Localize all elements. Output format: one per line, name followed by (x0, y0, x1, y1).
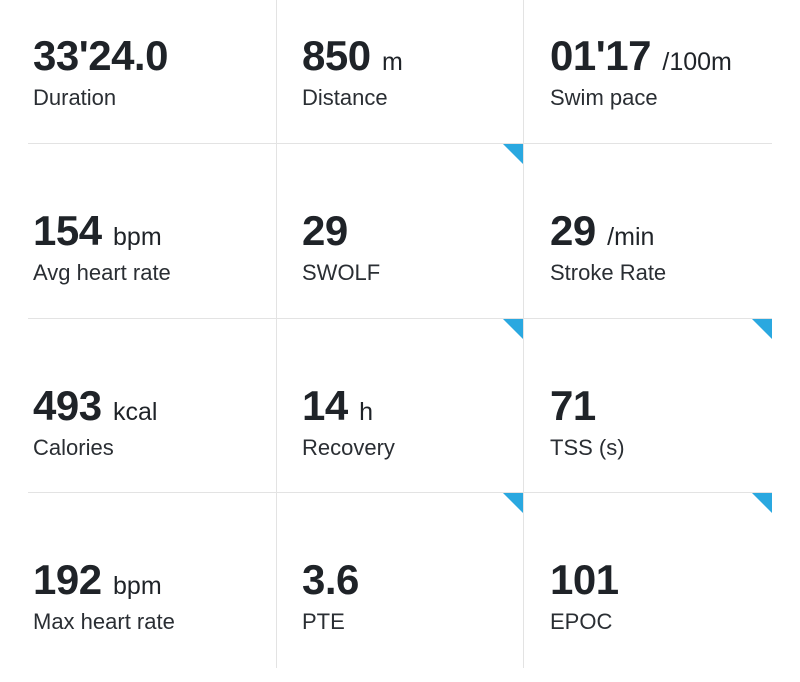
metric-unit: /min (607, 223, 655, 251)
row-divider (28, 318, 276, 319)
metric-label: SWOLF (302, 260, 381, 285)
metric-card-tss[interactable]: 71 TSS (s) (550, 319, 790, 492)
metric-value: 71 (550, 382, 596, 429)
metric-label: PTE (302, 609, 345, 634)
metric-card-epoc[interactable]: 101 EPOC (550, 493, 790, 668)
metric-label: Calories (33, 435, 114, 460)
metric-label: TSS (s) (550, 435, 625, 460)
metric-card-recovery[interactable]: 14 h Recovery (302, 319, 522, 492)
metric-label: Distance (302, 85, 388, 110)
info-corner-icon[interactable] (752, 319, 772, 339)
metric-card-swolf[interactable]: 29 SWOLF (302, 144, 522, 318)
row-divider (277, 143, 523, 144)
row-divider (28, 492, 276, 493)
metric-label: Avg heart rate (33, 260, 171, 285)
metric-unit: h (359, 398, 374, 426)
metric-card-duration[interactable]: 33'24.0 Duration (33, 0, 273, 143)
metric-card-distance[interactable]: 850 m Distance (302, 0, 522, 143)
row-divider (524, 492, 772, 493)
info-corner-icon[interactable] (503, 319, 523, 339)
row-divider (28, 143, 276, 144)
metric-card-swim-pace[interactable]: 01'17 /100m Swim pace (550, 0, 790, 143)
metric-value: 493 (33, 382, 102, 429)
row-divider (524, 143, 772, 144)
metric-unit: bpm (113, 572, 162, 600)
metric-value: 3.6 (302, 556, 359, 603)
metric-value: 192 (33, 556, 102, 603)
column-divider (523, 0, 524, 668)
metric-card-avg-heart-rate[interactable]: 154 bpm Avg heart rate (33, 144, 273, 318)
metric-label: Recovery (302, 435, 395, 460)
metric-value: 33'24.0 (33, 32, 168, 79)
metric-value: 14 (302, 382, 348, 429)
info-corner-icon[interactable] (503, 493, 523, 513)
metric-value: 29 (550, 207, 596, 254)
row-divider (524, 318, 772, 319)
metric-unit: /100m (662, 48, 732, 76)
metric-value: 01'17 (550, 32, 651, 79)
metric-label: Max heart rate (33, 609, 175, 634)
metric-card-max-heart-rate[interactable]: 192 bpm Max heart rate (33, 493, 273, 668)
metric-label: Swim pace (550, 85, 658, 110)
metric-label: EPOC (550, 609, 613, 634)
row-divider (277, 318, 523, 319)
metric-unit: bpm (113, 223, 162, 251)
metric-card-pte[interactable]: 3.6 PTE (302, 493, 522, 668)
row-divider (277, 492, 523, 493)
metric-label: Stroke Rate (550, 260, 667, 285)
metric-unit: kcal (113, 398, 158, 426)
metric-value: 154 (33, 207, 102, 254)
metric-label: Duration (33, 85, 117, 110)
info-corner-icon[interactable] (503, 144, 523, 164)
metric-unit: m (382, 48, 403, 76)
metric-value: 850 (302, 32, 371, 79)
column-divider (276, 0, 277, 668)
metric-value: 29 (302, 207, 348, 254)
metric-value: 101 (550, 556, 619, 603)
metric-card-stroke-rate[interactable]: 29 /min Stroke Rate (550, 144, 790, 318)
metric-card-calories[interactable]: 493 kcal Calories (33, 319, 273, 492)
info-corner-icon[interactable] (752, 493, 772, 513)
